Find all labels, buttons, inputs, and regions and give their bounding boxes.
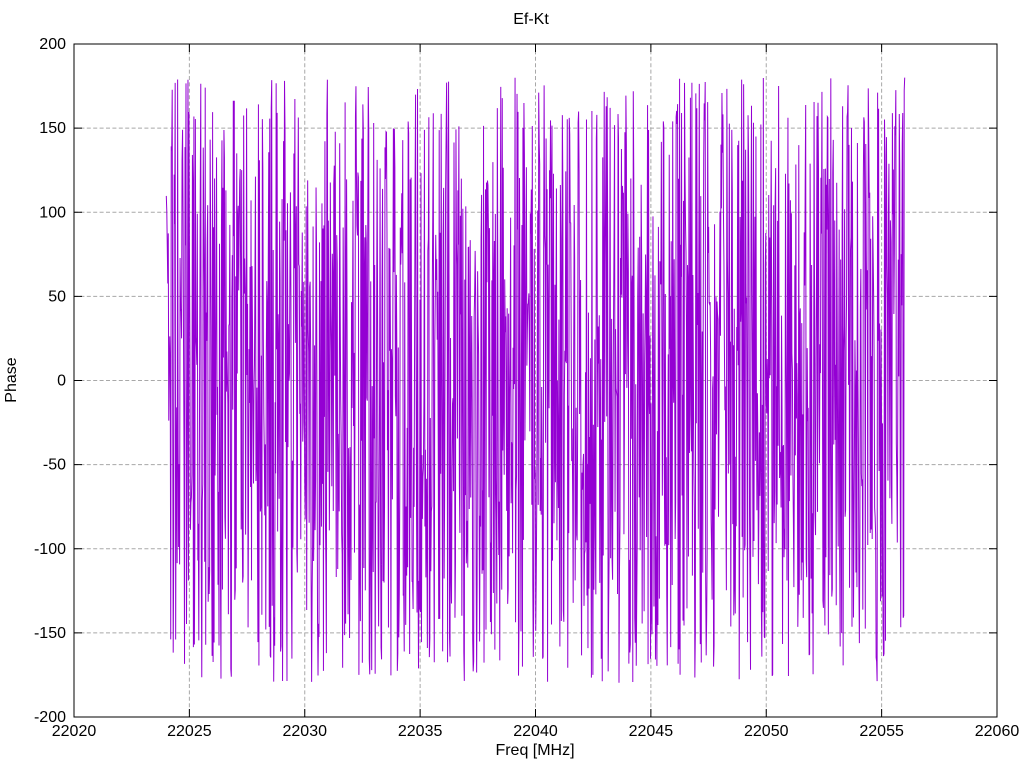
x-tick-label: 22020 (52, 723, 97, 740)
y-tick-label: 0 (57, 373, 66, 390)
x-tick-label: 22050 (744, 723, 789, 740)
y-tick-label: 50 (48, 288, 66, 305)
y-tick-label: 200 (39, 36, 66, 53)
plot-border (73, 43, 998, 718)
series-layer (165, 77, 906, 683)
x-tick-label: 22030 (283, 723, 328, 740)
x-tick-label: 22025 (167, 723, 212, 740)
chart-title: Ef-Kt (513, 11, 549, 28)
x-tick-label: 22060 (975, 723, 1020, 740)
y-tick-label: 150 (39, 120, 66, 137)
x-tick-label: 22040 (513, 723, 558, 740)
tick-labels-layer: 22020 22025 22030 22035 22040 22045 22050 22055… (34, 36, 1019, 740)
x-tick-label: 22035 (398, 723, 443, 740)
y-tick-label: -150 (34, 625, 66, 642)
x-axis-label: Freq [MHz] (495, 742, 574, 759)
x-tick-label: 22055 (859, 723, 904, 740)
phase-series-line (165, 77, 906, 683)
y-axis-label: Phase (3, 357, 20, 402)
y-tick-label: -50 (43, 457, 66, 474)
y-tick-label: -100 (34, 541, 66, 558)
x-tick-label: 22045 (629, 723, 674, 740)
y-tick-label: 100 (39, 204, 66, 221)
y-tick-label: -200 (34, 709, 66, 726)
